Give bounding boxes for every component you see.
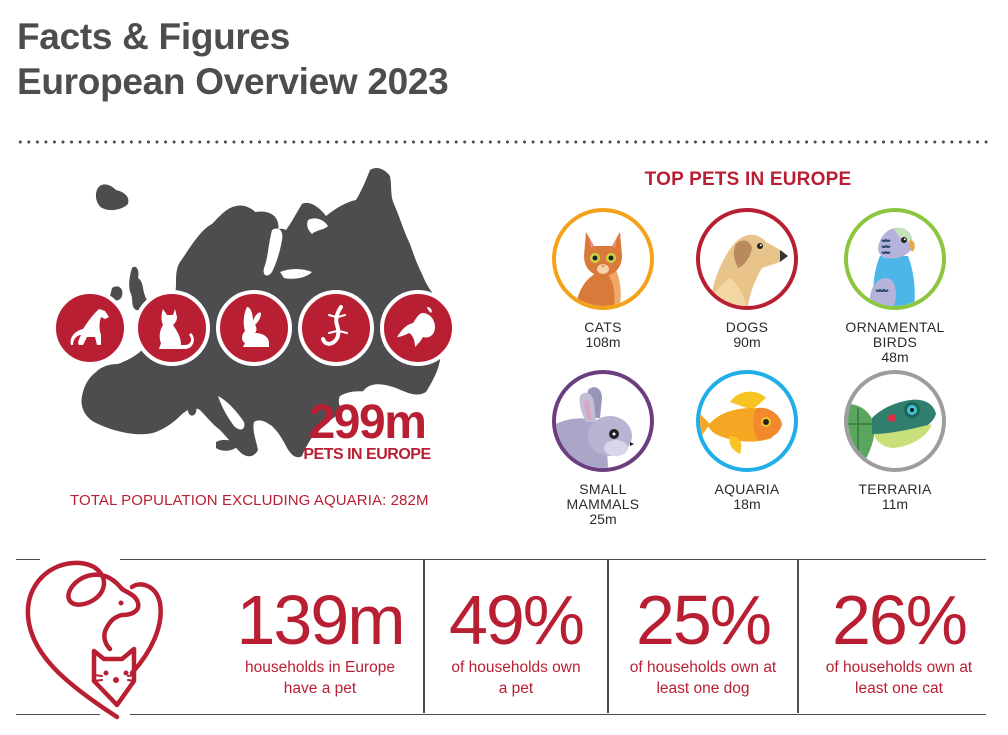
stat-label: of households own a pet [425,657,607,699]
stat-value: 25% [635,581,772,659]
stat-label-line-1: of households own [451,659,581,676]
stat-label: households in Europe have a pet [220,657,420,699]
fish-illustration-icon [700,391,782,454]
pet-name-line-1: ORNAMENTAL [845,319,945,335]
total-population-note: TOTAL POPULATION EXCLUDING AQUARIA: 282M [70,492,429,509]
total-pets-stat: 299m PETS IN EUROPE [302,396,432,464]
stat-label-line-1: households in Europe [245,659,395,676]
dog-illustration-icon [710,234,788,306]
page-title: Facts & Figures European Overview 2023 [17,14,449,104]
pet-name: TERRARIA [858,481,932,497]
pet-item-dogs: DOGS 90m [677,208,817,350]
pet-name: DOGS [725,319,769,335]
pet-item-small-mammals: SMALL MAMMALS 25m [533,370,673,527]
heart-dog-cat-icon [10,555,180,720]
dog-badge [52,290,128,366]
pet-name: ORNAMENTAL BIRDS [825,320,965,350]
stat-label-line-2: a pet [498,680,534,697]
goldfish-badge [380,290,456,366]
pet-count: 48m [881,349,909,365]
stat-value: 26% [831,581,968,659]
pet-name: SMALL MAMMALS [533,482,673,512]
rabbit-illustration-icon [556,387,634,468]
pet-count: 25m [589,511,617,527]
pet-circle [844,208,946,310]
stat-divider [423,559,425,713]
stat-label: of households own at least one dog [609,657,797,699]
pet-circle [552,370,654,472]
turtle-illustration-icon [848,399,936,468]
goldfish-icon [397,307,435,347]
pet-name-line-1: SMALL [579,481,627,497]
stat-value: 139m [236,581,405,659]
cat-icon [159,309,194,349]
stat-divider [607,559,609,713]
total-pets-label: PETS IN EUROPE [303,446,431,463]
stat-label-line-2: have a pet [283,680,357,697]
stat-label-line-2: least one cat [855,680,943,697]
pet-count: 18m [733,496,761,512]
stat-own-dog-pct: 25% of households own at least one dog [609,559,797,713]
pet-badge-row [52,290,462,366]
stat-label-line-2: least one dog [656,680,750,697]
total-pets-value: 299m [308,396,427,449]
pet-circle [696,208,798,310]
pet-count: 90m [733,334,761,350]
top-pets-title: TOP PETS IN EUROPE [644,169,852,190]
pet-circle [844,370,946,472]
budgie-illustration-icon [869,227,915,306]
pet-name: AQUARIA [714,481,780,497]
pet-count: 108m [585,334,621,350]
pet-item-terraria: TERRARIA 11m [825,370,965,512]
lizard-badge [298,290,374,366]
rabbit-icon [242,307,269,347]
dog-icon [70,309,109,345]
stat-own-cat-pct: 26% of households own at least one cat [799,559,999,713]
pet-item-cats: CATS 108m [533,208,673,350]
lizard-icon [321,305,348,346]
pet-count: 11m [881,496,909,512]
stat-own-pet-pct: 49% of households own a pet [425,559,607,713]
pet-name-line-2: BIRDS [872,334,918,350]
stat-households-with-pet: 139m households in Europe have a pet [220,559,420,713]
stat-label: of households own at least one cat [799,657,999,699]
pet-item-ornamental-birds: ORNAMENTAL BIRDS 48m [825,208,965,365]
stat-divider [797,559,799,713]
cat-illustration-icon [576,232,622,306]
pet-name: CATS [584,319,622,335]
pet-circle [552,208,654,310]
household-stats-band [16,559,986,715]
stat-value: 49% [448,581,585,659]
pet-circle [696,370,798,472]
title-line-1: Facts & Figures [17,16,291,57]
dotted-divider [16,140,990,144]
cat-badge [134,290,210,366]
stat-label-line-1: of households own at [825,659,973,676]
title-line-2: European Overview 2023 [17,61,449,102]
pet-item-aquaria: AQUARIA 18m [677,370,817,512]
rabbit-badge [216,290,292,366]
pet-name-line-2: MAMMALS [566,496,640,512]
stat-label-line-1: of households own at [629,659,777,676]
